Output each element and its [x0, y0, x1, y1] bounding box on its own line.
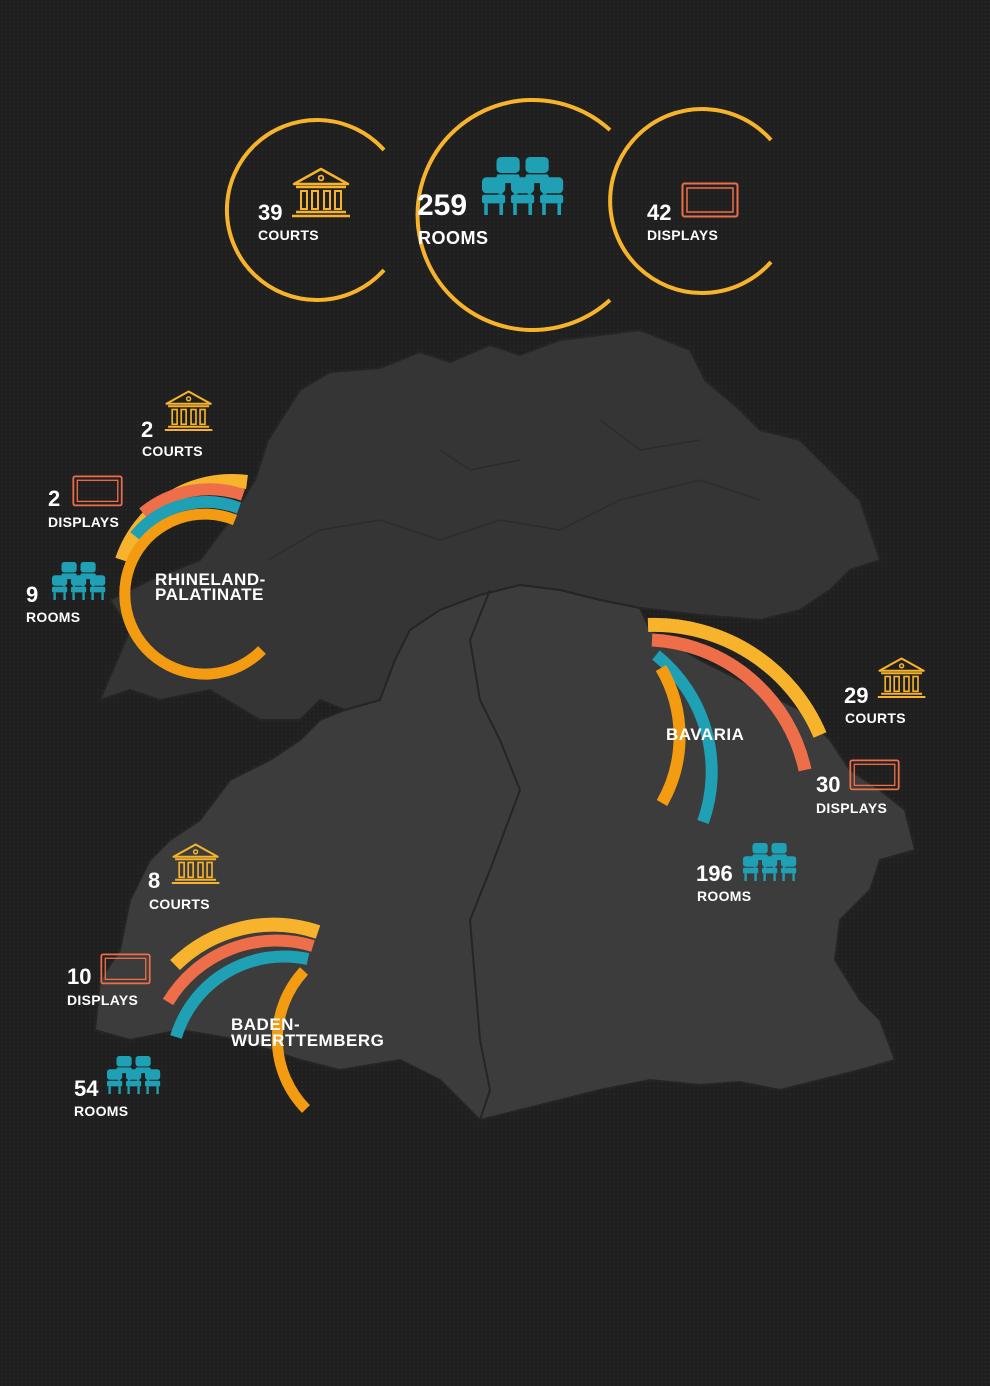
displays-total-value: 42: [647, 200, 671, 225]
courthouse-icon: [876, 657, 927, 699]
courts-total-label: COURTS: [258, 227, 319, 243]
courts-label: COURTS: [142, 443, 203, 459]
displays-arc: [651, 633, 812, 772]
region-baden-wuerttemberg: BADEN- WUERTTEMBERG 8 COURTS 10 DISPLAYS…: [67, 843, 384, 1119]
courts-total-value: 39: [258, 200, 282, 225]
courts-arc: [647, 617, 827, 738]
rooms-value: 54: [74, 1076, 99, 1101]
map-border-bw-bavaria: [468, 589, 522, 1121]
germany-map: [93, 328, 917, 1122]
displays-label: DISPLAYS: [816, 800, 887, 816]
seats-icon: [107, 1056, 160, 1094]
rooms-total-value: 259: [417, 189, 467, 222]
rooms-arc: [130, 496, 242, 540]
display-icon: [72, 475, 123, 507]
displays-arc: [162, 934, 315, 1006]
display-icon: [681, 182, 739, 218]
total-ring-arc: [655, 664, 686, 806]
rooms-total-label: ROOMS: [418, 228, 489, 248]
region-rhineland-palatinate: RHINELAND- PALATINATE 2 COURTS 2 DISPLAY…: [26, 390, 266, 680]
displays-value: 10: [67, 964, 91, 989]
rooms-value: 9: [26, 582, 38, 607]
displays-value: 2: [48, 486, 60, 511]
rooms-label: ROOMS: [26, 609, 80, 625]
map-southern-states: [93, 583, 917, 1122]
courthouse-icon: [163, 390, 214, 432]
displays-value: 30: [816, 772, 840, 797]
rooms-label: ROOMS: [74, 1103, 128, 1119]
courts-label: COURTS: [845, 710, 906, 726]
courts-total-ring: [225, 118, 386, 302]
rooms-arc: [652, 650, 718, 825]
region-name-line1: BADEN-: [231, 1015, 300, 1034]
displays-total-label: DISPLAYS: [647, 227, 718, 243]
region-name-line1: RHINELAND-: [155, 570, 266, 589]
total-ring-arc: [271, 967, 310, 1113]
rooms-label: ROOMS: [697, 888, 751, 904]
courts-arc: [170, 917, 321, 971]
seats-icon: [52, 562, 105, 600]
courts-label: COURTS: [149, 896, 210, 912]
total-ring-arc: [119, 508, 266, 680]
displays-arc: [139, 483, 245, 518]
region-bavaria: BAVARIA 29 COURTS 30 DISPLAYS 196 ROOMS: [647, 617, 927, 904]
seats-icon: [482, 157, 563, 215]
region-name-line2: WUERTTEMBERG: [231, 1031, 384, 1050]
map-inner-borders: [267, 419, 761, 561]
courthouse-icon: [290, 167, 352, 218]
rooms-value: 196: [696, 861, 733, 886]
totals-section: 39 COURTS 259 ROOMS 42 DISPLAYS: [225, 98, 773, 332]
map-northern-states: [98, 328, 882, 721]
displays-label: DISPLAYS: [48, 514, 119, 530]
displays-label: DISPLAYS: [67, 992, 138, 1008]
region-name-line2: PALATINATE: [155, 585, 264, 604]
courts-value: 29: [844, 683, 868, 708]
rooms-arc: [170, 950, 310, 1039]
displays-total-ring: [608, 107, 773, 295]
courts-value: 8: [148, 868, 160, 893]
region-name: BAVARIA: [666, 725, 744, 744]
courts-value: 2: [141, 417, 153, 442]
rooms-total-ring: [415, 98, 612, 332]
